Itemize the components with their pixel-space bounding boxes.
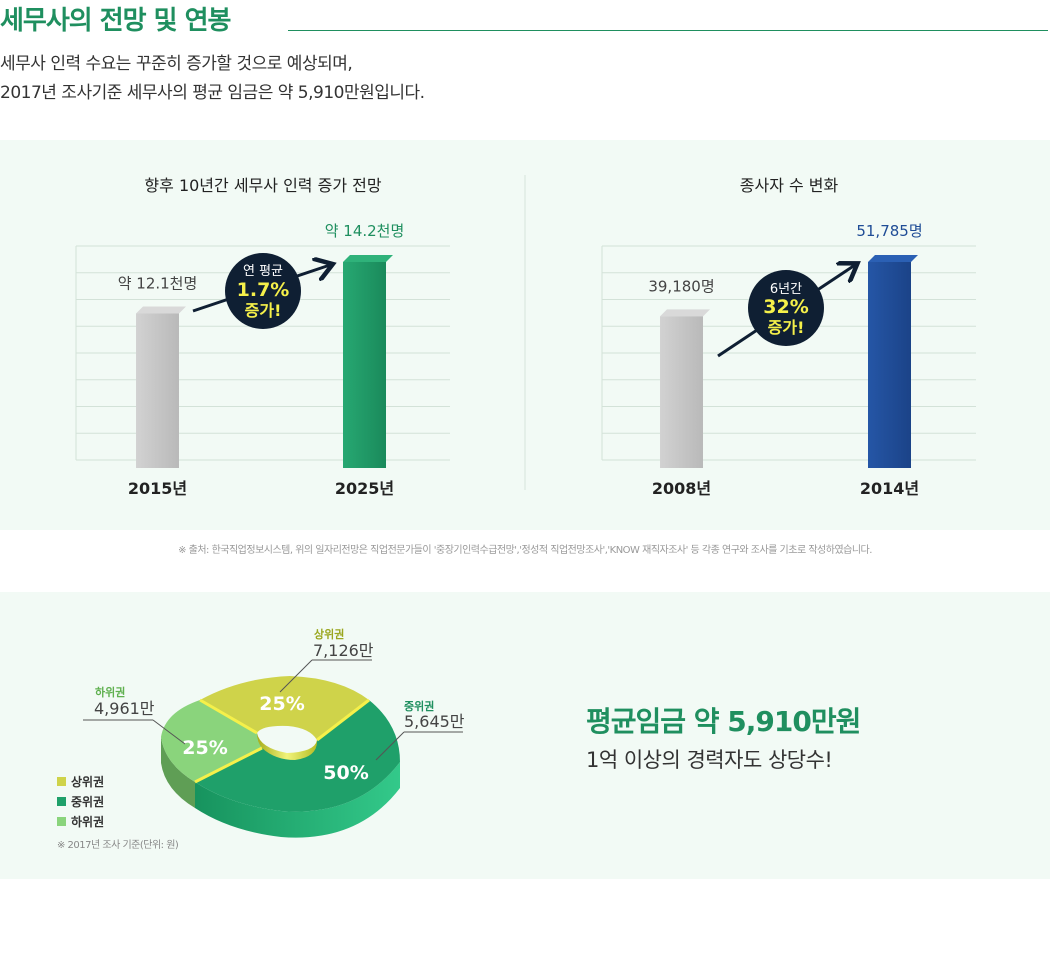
legend-label-middle: 중위권 (71, 795, 105, 809)
legend-label-lower: 하위권 (71, 815, 105, 829)
donut-lower-category: 하위권 (95, 685, 125, 699)
bar-value-label: 약 12.1천명 (118, 275, 198, 293)
average-salary-headline: 평균임금 약 5,910만원 (586, 705, 861, 738)
bar (343, 262, 386, 468)
donut-upper-amount: 7,126만 (313, 641, 374, 660)
donut-upper-category: 상위권 (314, 627, 344, 641)
legend-item-middle: 중위권 (57, 792, 104, 812)
intro-line-1: 세무사 인력 수요는 꾸준히 증가할 것으로 예상되며, (0, 54, 353, 74)
bar-category-label: 2015년 (128, 479, 187, 498)
chart2-callout-line1: 6년간 (770, 282, 802, 297)
bar (136, 313, 179, 468)
source-note: ※ 출처: 한국직업정보시스템, 위의 일자리전망은 직업전문가들이 '중장기인… (178, 545, 872, 556)
chart1-callout-line1: 연 평균 (243, 264, 283, 279)
chart2-title: 종사자 수 변화 (740, 176, 839, 195)
chart2-callout-bubble: 6년간 32% 증가! (748, 270, 824, 346)
donut-callout-lower: 하위권 4,961만 (83, 685, 186, 745)
intro-text: 세무사 인력 수요는 꾸준히 증가할 것으로 예상되며, 2017년 조사기준 … (0, 50, 425, 108)
bar-value-label: 51,785명 (856, 222, 922, 240)
chart2-callout-line2: 32% (763, 296, 808, 318)
bar-top-face (343, 255, 393, 262)
donut-callout-middle: 중위권 5,645만 (375, 700, 465, 761)
donut-lower-percent: 25% (182, 737, 227, 759)
legend-item-upper: 상위권 (57, 772, 104, 792)
title-divider (288, 30, 1048, 31)
donut-lower-amount: 4,961만 (94, 699, 155, 718)
chart2-callout-line3: 증가! (768, 318, 805, 337)
donut-side-middle (195, 762, 400, 838)
chart-workforce-forecast: 향후 10년간 세무사 인력 증가 전망 약 12.1천명 2015년 약 14.2… (75, 176, 450, 498)
legend-swatch-lower (57, 817, 66, 826)
donut-middle-amount: 5,645만 (404, 712, 465, 731)
bar (868, 262, 911, 468)
donut-upper-percent: 25% (259, 693, 304, 715)
bar-category-label: 2025년 (335, 479, 394, 498)
chart1-title: 향후 10년간 세무사 인력 증가 전망 (144, 176, 381, 195)
donut-slice-middle (195, 700, 400, 812)
legend-item-lower: 하위권 (57, 812, 104, 832)
bar-value-label: 39,180명 (648, 277, 714, 295)
donut-legend: 상위권 중위권 하위권 (57, 772, 104, 832)
chart1-bars: 약 12.1천명 2015년 약 14.2천명 2025년 (118, 222, 405, 498)
donut-slice-edge (194, 698, 370, 784)
donut-slice-lower (161, 700, 262, 782)
intro-line-2: 2017년 조사기준 세무사의 평균 임금은 약 5,910만원입니다. (0, 83, 425, 103)
legend-label-upper: 상위권 (71, 775, 105, 789)
bar-value-label: 약 14.2천명 (325, 222, 405, 240)
chart1-callout-bubble: 연 평균 1.7% 증가! (225, 253, 301, 329)
chart2-bars: 39,180명 2008년 51,785명 2014년 (648, 222, 922, 498)
donut-middle-category: 중위권 (404, 700, 434, 713)
chart-employee-change: 종사자 수 변화 39,180명 2008년 51,785명 2014년 6년간 32… (601, 176, 976, 498)
donut-callout-upper: 상위권 7,126만 (279, 627, 374, 693)
chart1-callout-line2: 1.7% (237, 279, 290, 301)
chart1-callout-line3: 증가! (245, 301, 282, 320)
bar-top-face (660, 309, 710, 317)
donut-note: ※ 2017년 조사 기준(단위: 원) (57, 840, 179, 851)
legend-swatch-middle (57, 797, 66, 806)
bar-top-face (868, 255, 918, 262)
legend-swatch-upper (57, 777, 66, 786)
average-salary-subline: 1억 이상의 경력자도 상당수! (586, 748, 833, 772)
salary-donut-chart: 25% 50% 25% 상위권 7,126만 중위권 5,645만 하위권 4,… (83, 627, 465, 838)
bar-top-face (136, 306, 186, 314)
donut-middle-percent: 50% (323, 762, 368, 784)
bar-category-label: 2008년 (652, 479, 711, 498)
bar-category-label: 2014년 (860, 479, 919, 498)
bar (660, 316, 703, 468)
donut-side-lower (161, 737, 195, 808)
section-title: 세무사의 전망 및 연봉 (0, 6, 231, 36)
